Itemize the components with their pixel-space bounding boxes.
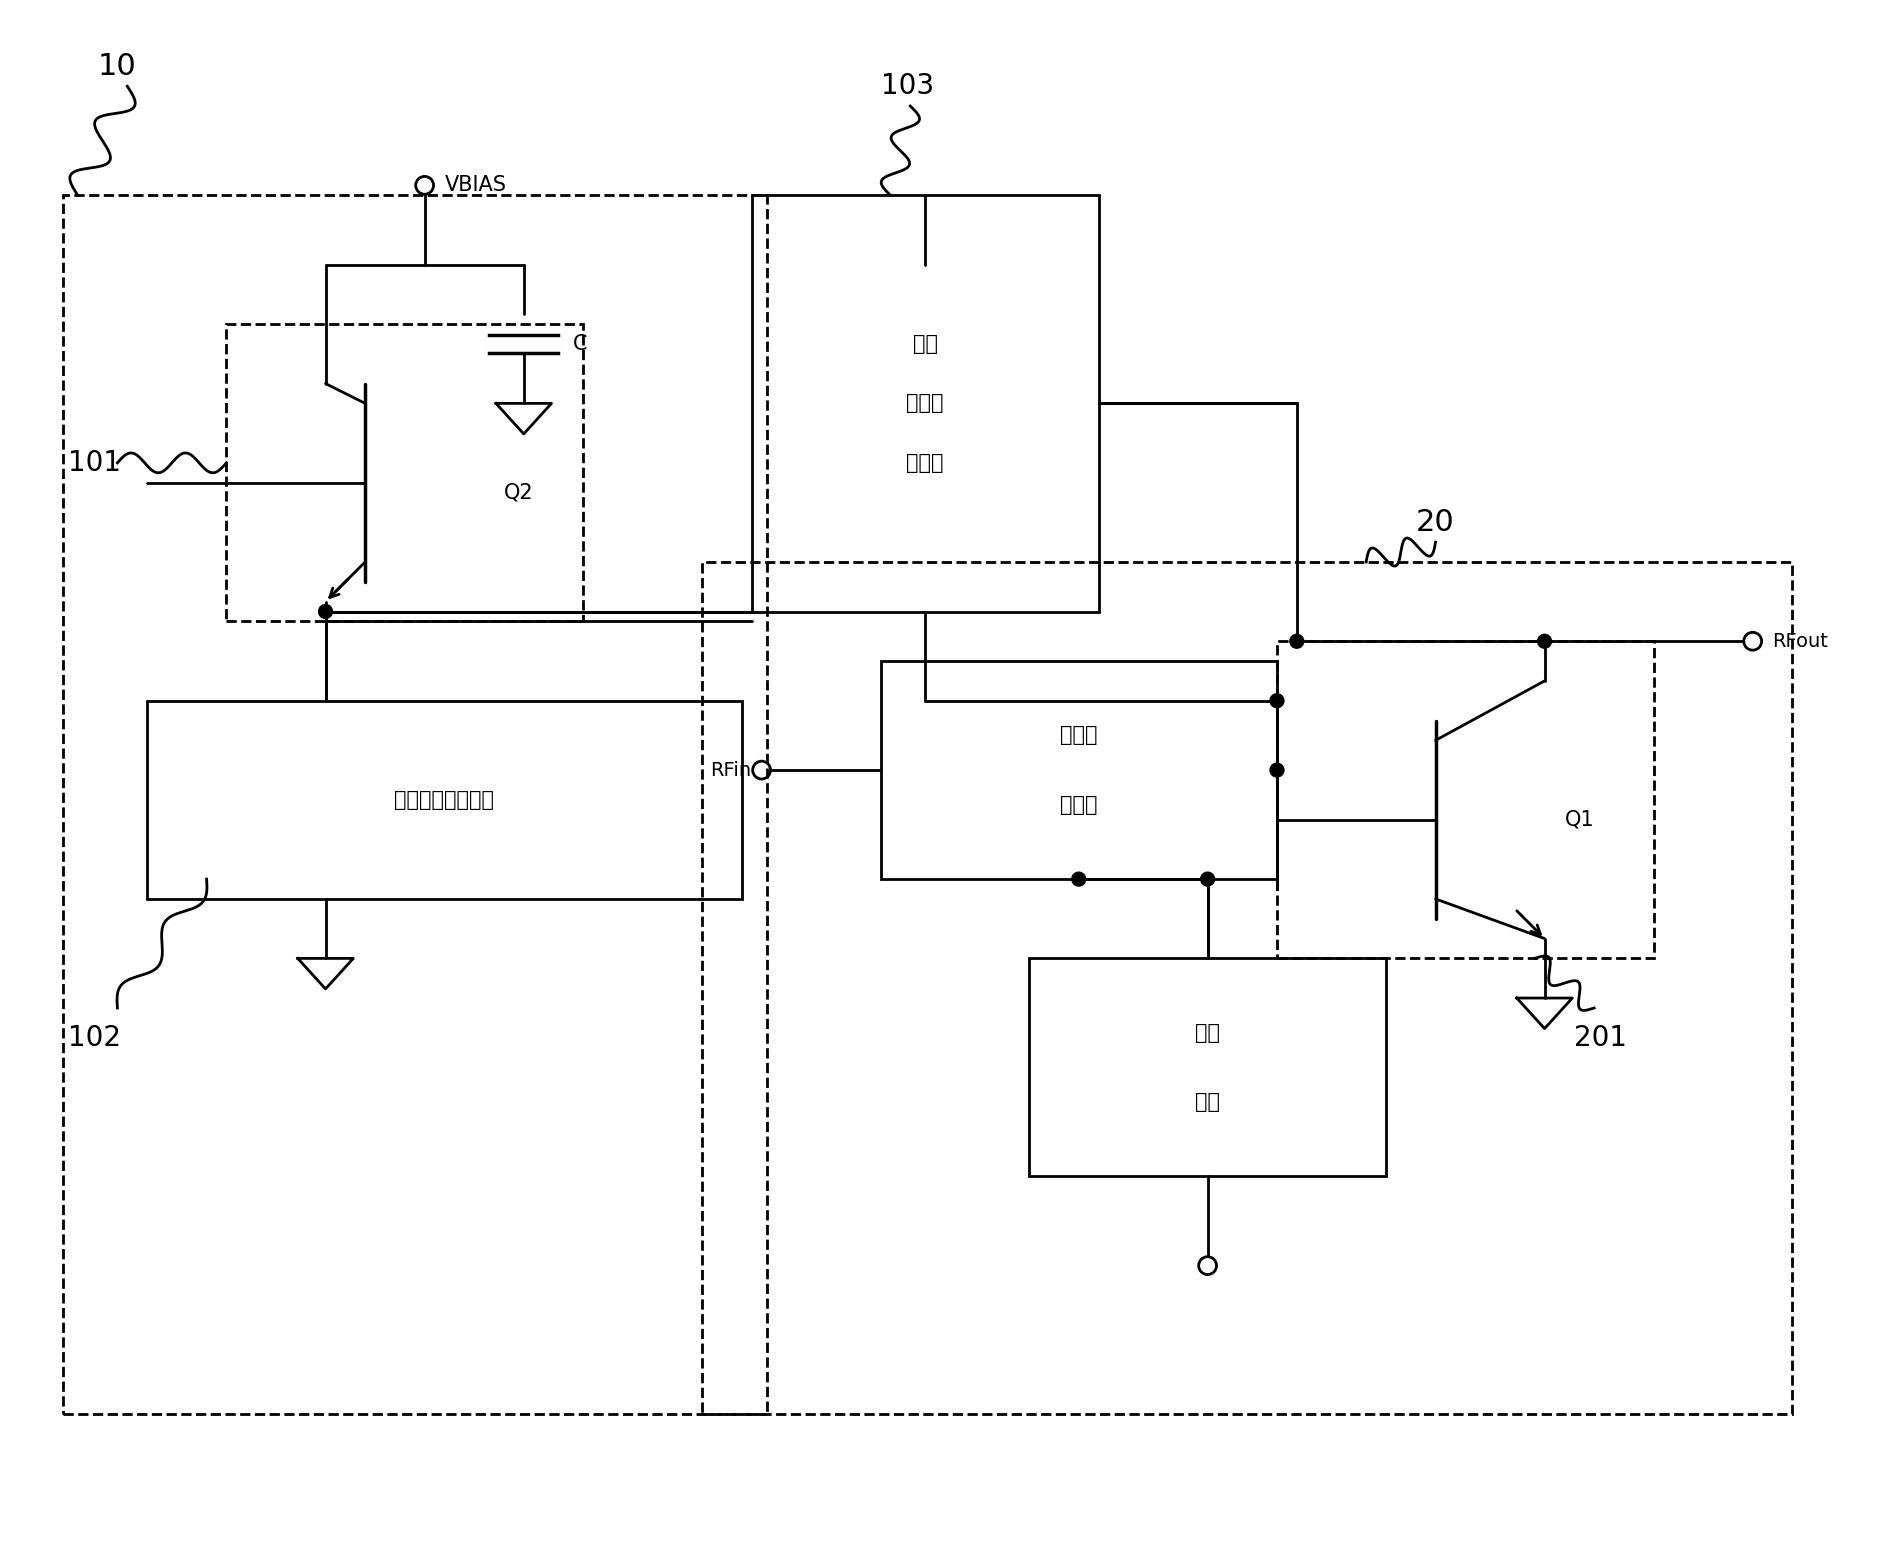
Text: Q2: Q2 xyxy=(504,482,534,502)
Circle shape xyxy=(1290,635,1303,649)
Text: 102: 102 xyxy=(68,1023,120,1051)
Bar xyxy=(1028,958,1386,1176)
Bar xyxy=(701,562,1792,1415)
Text: 10: 10 xyxy=(98,51,137,81)
Text: 201: 201 xyxy=(1574,1023,1628,1051)
Text: RFin: RFin xyxy=(711,761,752,780)
Circle shape xyxy=(1271,694,1284,708)
Text: 第一阻抗匹配单元: 第一阻抗匹配单元 xyxy=(395,789,494,810)
Circle shape xyxy=(1201,872,1214,886)
Bar xyxy=(62,195,767,1415)
Bar xyxy=(1277,641,1654,958)
Text: 电路: 电路 xyxy=(1196,1092,1220,1112)
Bar xyxy=(880,661,1277,880)
Text: 20: 20 xyxy=(1416,509,1455,537)
Bar xyxy=(752,195,1098,612)
Text: VBIAS: VBIAS xyxy=(444,175,506,195)
Circle shape xyxy=(1072,872,1085,886)
Text: 阻抗匹: 阻抗匹 xyxy=(906,393,944,413)
Text: 第二: 第二 xyxy=(912,334,938,354)
Text: C: C xyxy=(573,334,588,354)
Circle shape xyxy=(1538,635,1551,649)
Bar xyxy=(147,700,743,899)
Text: 101: 101 xyxy=(68,449,120,477)
Circle shape xyxy=(318,605,333,618)
Text: RFout: RFout xyxy=(1773,632,1829,651)
Text: 阻抗匹: 阻抗匹 xyxy=(1060,725,1098,746)
Text: 配电路: 配电路 xyxy=(1060,794,1098,814)
Text: 配单元: 配单元 xyxy=(906,452,944,473)
Text: 偏置: 偏置 xyxy=(1196,1023,1220,1042)
Text: Q1: Q1 xyxy=(1564,810,1594,830)
Bar xyxy=(226,324,583,621)
Text: 103: 103 xyxy=(880,72,934,100)
Circle shape xyxy=(1271,763,1284,777)
